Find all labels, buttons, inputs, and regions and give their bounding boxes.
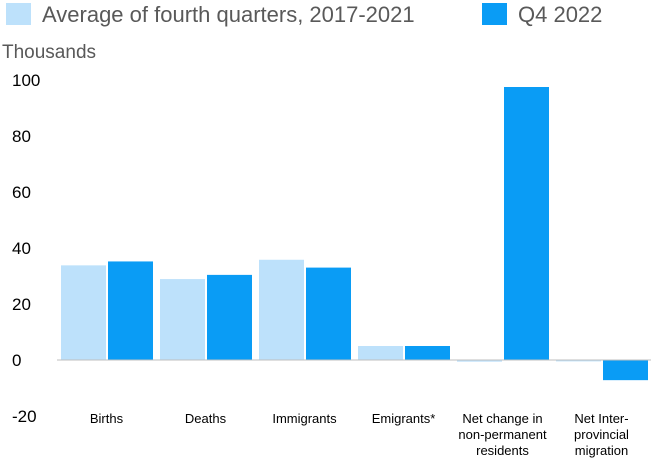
y-axis-unit-label: Thousands	[2, 42, 96, 63]
x-tick-label: Net change in non-permanent residents	[458, 411, 547, 458]
bar-series1-cat4	[358, 346, 403, 360]
legend-swatch-2	[482, 3, 507, 25]
bar-series2-cat5	[504, 87, 549, 360]
y-tick-label: -20	[12, 407, 37, 426]
y-axis-ticks: 100 80 60 40 20 0 -20	[12, 71, 40, 426]
x-tick-label: Immigrants	[272, 411, 337, 426]
bar-series2-cat4	[405, 346, 450, 360]
y-tick-label: 80	[12, 127, 31, 146]
bar-series1-cat6	[556, 360, 601, 362]
bar-series2-cat2	[207, 274, 252, 360]
y-tick-label: 0	[12, 351, 21, 370]
legend-swatch-1	[6, 3, 31, 25]
y-tick-label: 20	[12, 295, 31, 314]
y-tick-label: 40	[12, 239, 31, 258]
bar-series2-cat6	[603, 360, 648, 381]
bar-series2-cat1	[108, 261, 153, 360]
x-tick-label: Net Inter-provincial migration	[574, 411, 629, 458]
x-tick-label: Births	[90, 411, 124, 426]
bars	[61, 87, 648, 381]
bar-series2-cat3	[306, 267, 351, 360]
legend-label-2: Q4 2022	[518, 2, 602, 27]
x-tick-label: Deaths	[185, 411, 227, 426]
y-tick-label: 60	[12, 183, 31, 202]
bar-series1-cat3	[259, 259, 304, 360]
bar-series1-cat1	[61, 265, 106, 360]
legend-label-1: Average of fourth quarters, 2017-2021	[42, 2, 415, 27]
y-tick-label: 100	[12, 71, 40, 90]
x-axis-labels: Births Deaths Immigrants Emigrants* Net chan…	[90, 411, 629, 458]
bar-series1-cat5	[457, 360, 502, 362]
legend: Average of fourth quarters, 2017-2021 Q4 …	[6, 2, 602, 27]
x-tick-label: Emigrants*	[372, 411, 436, 426]
bar-series1-cat2	[160, 279, 205, 360]
